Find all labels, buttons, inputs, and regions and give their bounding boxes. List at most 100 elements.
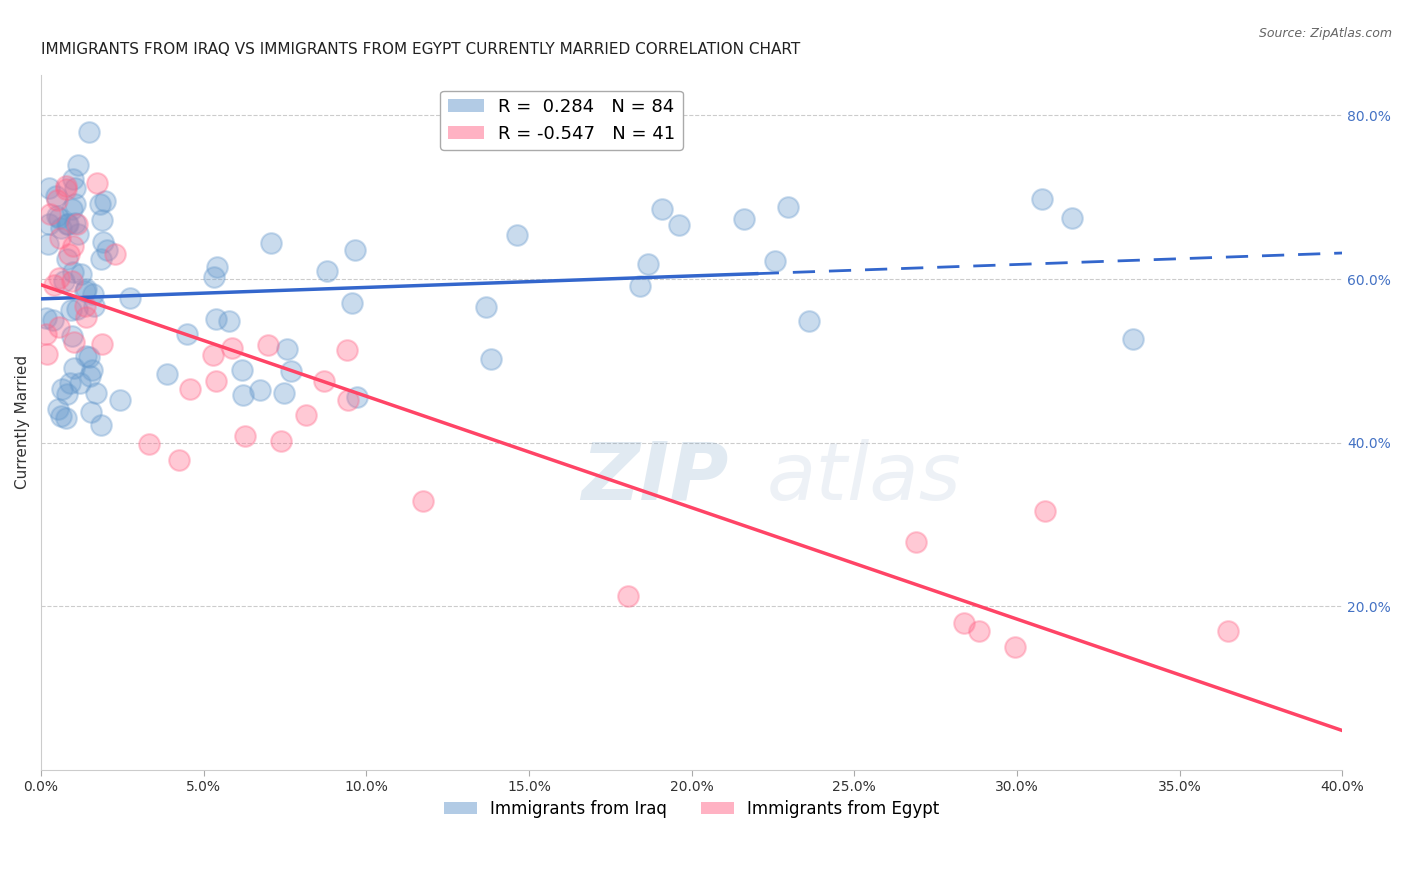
Point xyxy=(94,194,117,209)
Text: atlas: atlas xyxy=(768,439,962,517)
Point xyxy=(38,181,60,195)
Point xyxy=(176,326,198,341)
Point xyxy=(84,385,107,400)
Point xyxy=(83,299,105,313)
Point xyxy=(48,270,70,285)
Point xyxy=(314,374,336,388)
Point xyxy=(89,197,111,211)
Point xyxy=(637,257,659,271)
Point xyxy=(1033,503,1056,517)
Point xyxy=(233,429,256,443)
Point xyxy=(256,338,278,352)
Point xyxy=(479,352,502,367)
Point xyxy=(39,206,62,220)
Point xyxy=(60,302,83,317)
Point xyxy=(1122,332,1144,346)
Point xyxy=(41,313,63,327)
Point xyxy=(797,314,820,328)
Y-axis label: Currently Married: Currently Married xyxy=(15,355,30,490)
Point xyxy=(86,176,108,190)
Point xyxy=(156,367,179,381)
Point xyxy=(65,197,87,211)
Point xyxy=(346,391,368,405)
Point xyxy=(231,363,253,377)
Point xyxy=(1218,624,1240,638)
Point xyxy=(62,172,84,186)
Point xyxy=(60,274,83,288)
Point xyxy=(273,386,295,401)
Point xyxy=(280,364,302,378)
Point xyxy=(60,202,83,216)
Point xyxy=(1062,211,1084,226)
Point xyxy=(1004,640,1026,655)
Point xyxy=(56,217,79,231)
Point xyxy=(80,405,103,419)
Point xyxy=(204,374,226,388)
Point xyxy=(651,202,673,217)
Point xyxy=(905,534,928,549)
Point xyxy=(56,387,79,401)
Point xyxy=(179,382,201,396)
Point xyxy=(82,286,104,301)
Point xyxy=(63,335,86,350)
Point xyxy=(295,408,318,422)
Point xyxy=(73,285,96,299)
Point xyxy=(96,243,118,257)
Point xyxy=(120,292,142,306)
Point xyxy=(202,269,225,284)
Point xyxy=(91,235,114,249)
Point xyxy=(506,227,529,242)
Text: ZIP: ZIP xyxy=(581,439,728,517)
Point xyxy=(205,311,228,326)
Point xyxy=(49,409,72,423)
Point xyxy=(60,328,83,343)
Point xyxy=(42,277,65,292)
Point xyxy=(55,182,77,196)
Text: IMMIGRANTS FROM IRAQ VS IMMIGRANTS FROM EGYPT CURRENTLY MARRIED CORRELATION CHAR: IMMIGRANTS FROM IRAQ VS IMMIGRANTS FROM … xyxy=(41,42,800,57)
Point xyxy=(617,590,640,604)
Point xyxy=(51,221,73,235)
Point xyxy=(75,282,97,296)
Point xyxy=(733,212,755,227)
Point xyxy=(52,274,75,288)
Point xyxy=(55,410,77,425)
Point xyxy=(46,401,69,416)
Point xyxy=(90,252,112,267)
Point xyxy=(77,350,100,364)
Point xyxy=(967,624,990,638)
Point xyxy=(335,343,357,357)
Point xyxy=(69,376,91,391)
Point xyxy=(55,178,77,193)
Point xyxy=(66,217,89,231)
Point xyxy=(80,362,103,376)
Point xyxy=(218,314,240,328)
Point xyxy=(1031,192,1053,206)
Point xyxy=(38,218,60,232)
Legend: Immigrants from Iraq, Immigrants from Egypt: Immigrants from Iraq, Immigrants from Eg… xyxy=(437,793,946,824)
Point xyxy=(336,392,359,407)
Point xyxy=(65,216,87,230)
Point xyxy=(75,349,97,363)
Point xyxy=(90,213,112,227)
Point xyxy=(48,211,70,226)
Point xyxy=(62,265,84,279)
Point xyxy=(90,417,112,432)
Point xyxy=(48,320,70,334)
Point xyxy=(201,348,224,362)
Point xyxy=(63,180,86,194)
Point xyxy=(73,299,96,313)
Point xyxy=(260,235,283,250)
Point xyxy=(340,296,363,310)
Point xyxy=(205,260,228,274)
Point xyxy=(58,246,80,260)
Point xyxy=(35,327,58,342)
Point xyxy=(44,189,66,203)
Point xyxy=(66,158,89,172)
Point xyxy=(232,388,254,402)
Point xyxy=(37,237,59,252)
Point xyxy=(953,615,976,630)
Text: Source: ZipAtlas.com: Source: ZipAtlas.com xyxy=(1258,27,1392,40)
Point xyxy=(35,347,58,361)
Point xyxy=(668,218,690,232)
Point xyxy=(63,360,86,375)
